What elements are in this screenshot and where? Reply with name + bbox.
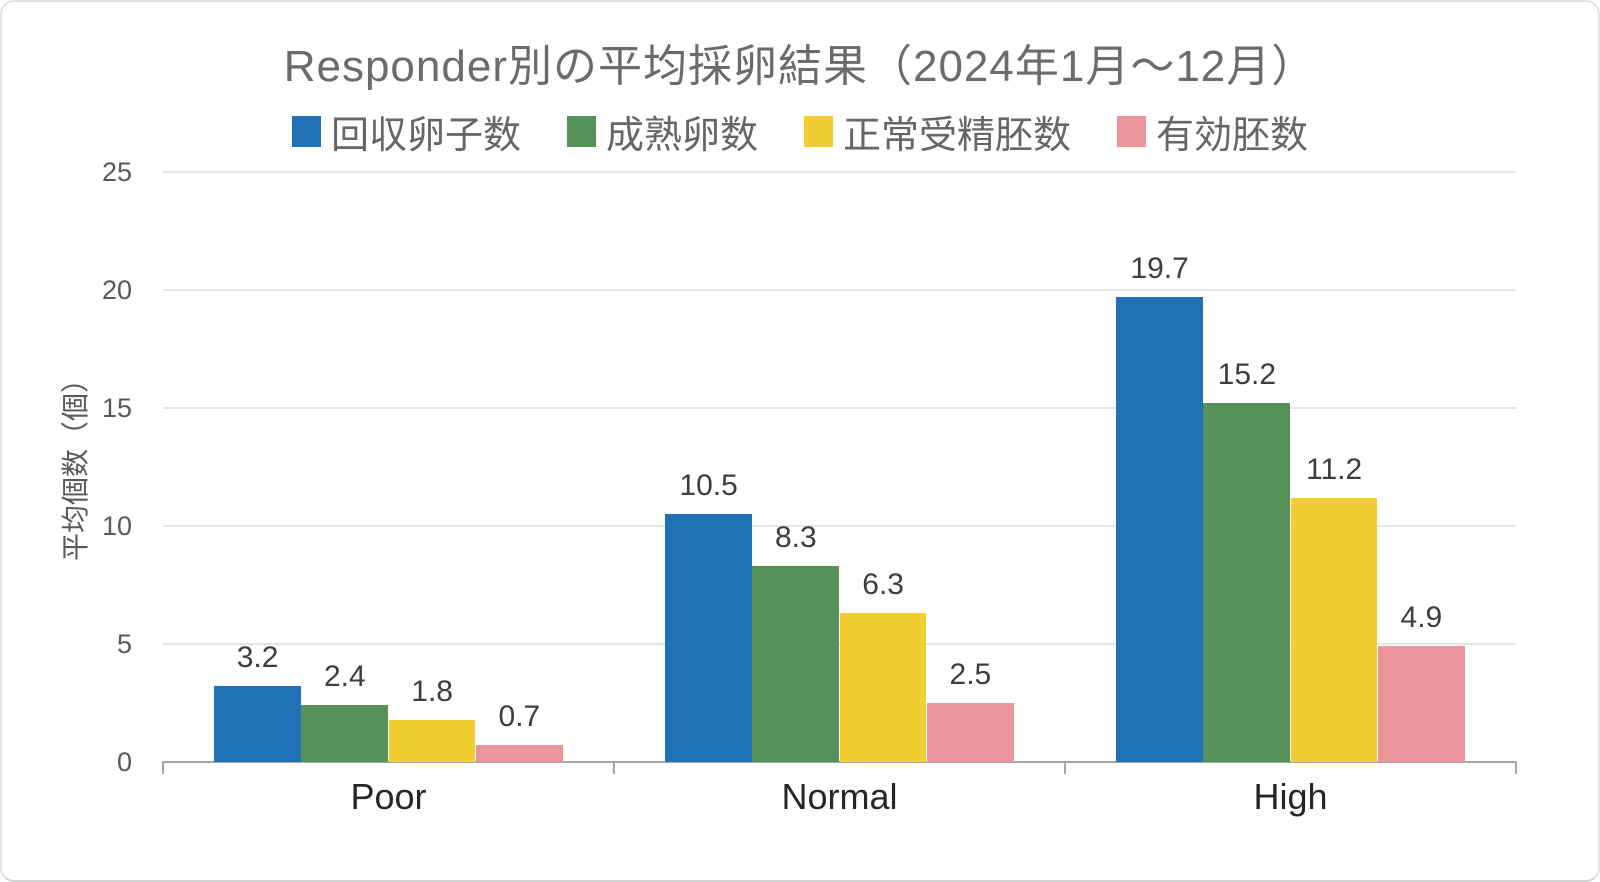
bar-poor-series-2 — [388, 719, 476, 762]
x-axis-tick — [613, 762, 615, 774]
chart-legend: 回収卵子数 成熟卵数 正常受精胚数 有効胚数 — [2, 104, 1598, 159]
gridline-y-15 — [163, 407, 1516, 409]
bar-normal-series-2 — [839, 613, 927, 762]
x-axis-tick — [162, 762, 164, 774]
gridline-y-20 — [163, 289, 1516, 291]
legend-label: 正常受精胚数 — [843, 115, 1072, 157]
bar-value-label: 8.3 — [775, 521, 817, 555]
y-tick-label: 5 — [116, 629, 132, 659]
legend-label: 成熟卵数 — [605, 115, 758, 157]
bar-value-label: 19.7 — [1130, 252, 1189, 286]
bar-normal-series-1 — [752, 566, 839, 762]
bar-high-series-0 — [1115, 297, 1203, 762]
legend-label: 有効胚数 — [1156, 115, 1309, 157]
bar-value-label: 2.5 — [949, 658, 992, 691]
bar-value-label: 1.8 — [411, 674, 453, 708]
legend-item-mature-oocytes: 成熟卵数 — [566, 104, 758, 159]
bar-value-label: 4.9 — [1400, 601, 1443, 635]
legend-swatch-blue-icon — [291, 116, 321, 147]
bar-normal-series-0 — [664, 514, 752, 762]
x-axis-tick — [1064, 762, 1066, 774]
y-tick-label: 25 — [101, 157, 132, 187]
x-category-label: High — [1253, 776, 1328, 817]
legend-item-retrieved-oocytes: 回収卵子数 — [291, 104, 521, 159]
legend-label: 回収卵子数 — [330, 115, 521, 157]
chart-title: Responder別の平均採卵結果（2024年1月～12月） — [283, 42, 1317, 91]
bar-value-label: 0.7 — [498, 700, 541, 734]
legend-item-viable-embryos: 有効胚数 — [1117, 104, 1308, 159]
bar-poor-series-1 — [301, 705, 388, 762]
gridline-y-25 — [163, 171, 1516, 173]
bar-poor-series-0 — [213, 686, 301, 762]
bar-poor-series-3 — [475, 745, 563, 762]
x-axis-tick — [1515, 762, 1517, 774]
bar-value-label: 15.2 — [1217, 358, 1277, 392]
gridline-y-10 — [163, 525, 1516, 527]
bar-high-series-1 — [1203, 403, 1290, 762]
x-category-label: Normal — [781, 776, 898, 817]
y-tick-label: 20 — [101, 275, 132, 305]
legend-swatch-pink-icon — [1117, 116, 1147, 147]
bar-high-series-3 — [1377, 646, 1465, 762]
bar-high-series-2 — [1290, 497, 1378, 762]
bar-value-label: 11.2 — [1306, 452, 1363, 486]
legend-item-fertilized-embryos: 正常受精胚数 — [804, 104, 1071, 159]
y-axis-title: 平均個数（個） — [60, 365, 91, 562]
y-tick-label: 15 — [101, 393, 132, 423]
bar-value-label: 10.5 — [679, 469, 738, 503]
x-category-label: Poor — [350, 776, 427, 817]
y-tick-label: 10 — [101, 511, 132, 541]
bar-value-label: 3.2 — [236, 641, 279, 675]
x-axis-line — [162, 761, 1517, 763]
legend-swatch-green-icon — [566, 116, 596, 147]
bar-value-label: 6.3 — [862, 568, 904, 602]
bar-normal-series-3 — [926, 703, 1014, 762]
bar-value-label: 2.4 — [324, 660, 366, 694]
y-tick-label: 0 — [116, 747, 132, 777]
legend-swatch-yellow-icon — [804, 116, 833, 147]
